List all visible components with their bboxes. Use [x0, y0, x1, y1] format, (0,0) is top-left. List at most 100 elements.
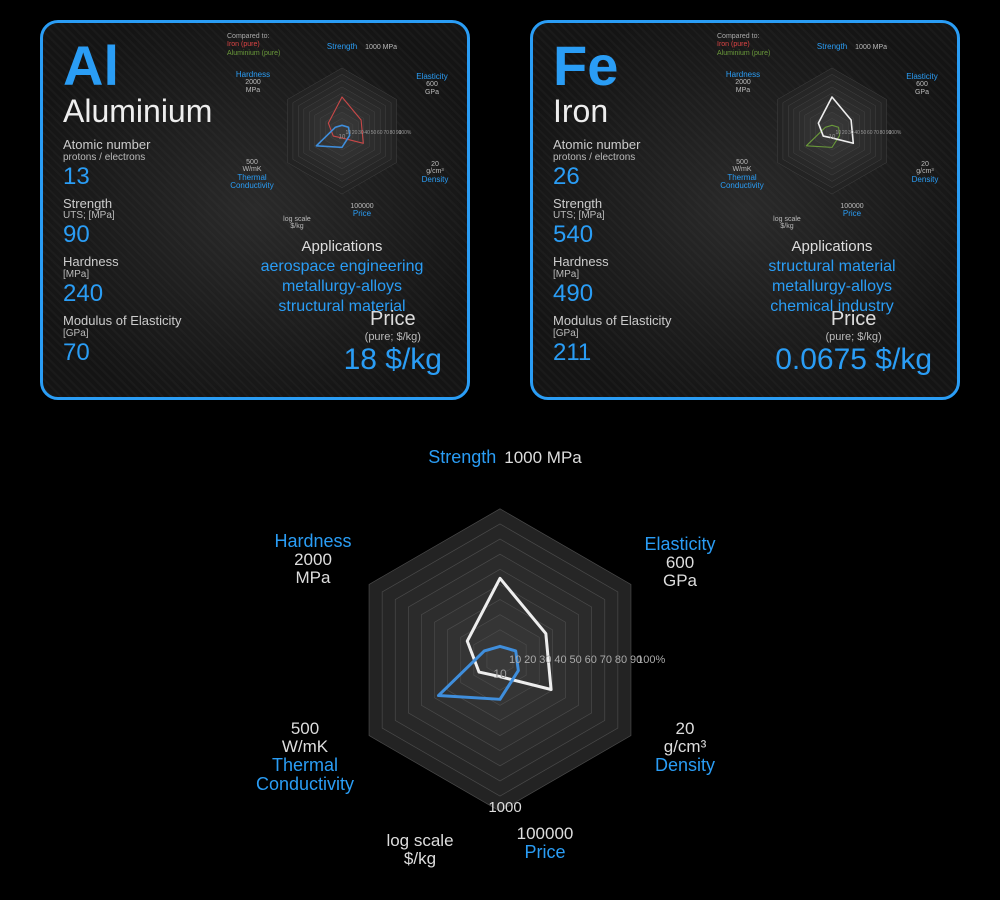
applications-heading: Applications [732, 238, 932, 255]
prop-label: Hardness [553, 255, 733, 269]
axis-label: Strength [327, 43, 357, 51]
chart-legend: Compared to: Iron (pure) Aluminium (pure… [227, 33, 280, 58]
axis-unit: 2000 MPa [223, 79, 283, 94]
axis-unit: 600 GPa [892, 81, 952, 96]
prop-label: Modulus of Elasticity [63, 314, 243, 328]
element-symbol: Al [63, 33, 119, 98]
axis-label: Hardness [713, 71, 773, 79]
axis-label: Elasticity [402, 73, 462, 81]
svg-text:70: 70 [873, 130, 879, 136]
card-aluminium: Al Aluminium Atomic number protons / ele… [40, 20, 470, 400]
prop-label: Atomic number [63, 138, 243, 152]
axis-label: Thermal Conductivity [707, 174, 777, 191]
svg-text:60: 60 [585, 654, 597, 666]
mini-radar-chart: Compared to: Iron (pure) Aluminium (pure… [707, 31, 947, 231]
axis-label: Strength [428, 448, 496, 467]
svg-text:60: 60 [867, 130, 873, 136]
axis-unit: 600 GPa [402, 81, 462, 96]
axis-label: Hardness [258, 532, 368, 551]
prop-sub: protons / electrons [63, 152, 243, 163]
application-item: metallurgy-alloys [242, 277, 442, 297]
prop-value: 211 [553, 339, 733, 367]
prop-value: 26 [553, 163, 733, 191]
svg-text:10: 10 [829, 135, 836, 141]
axis-unit: 1000 [465, 800, 545, 816]
chart-legend: Compared to: Iron (pure) Aluminium (pure… [717, 33, 770, 58]
applications-block: Applications aerospace engineering metal… [242, 238, 442, 317]
axis-unit: 2000 MPa [713, 79, 773, 94]
svg-text:10: 10 [836, 130, 842, 136]
axis-unit: 2000 MPa [258, 551, 368, 587]
prop-value: 540 [553, 221, 733, 249]
axis-unit: 20 g/cm³ [895, 161, 955, 176]
axis-unit: 500 W/mK [240, 720, 370, 756]
mini-radar-chart: Compared to: Iron (pure) Aluminium (pure… [217, 31, 457, 231]
prop-value: 13 [63, 163, 243, 191]
axis-unit: 1000 MPa [855, 44, 887, 51]
radar-svg: 102030405060708090100%10 [320, 480, 680, 840]
application-item: metallurgy-alloys [732, 277, 932, 297]
prop-sub: UTS; [MPa] [63, 210, 243, 221]
prop-sub: UTS; [MPa] [553, 210, 733, 221]
element-name: Iron [553, 93, 608, 130]
price-sub: (pure; $/kg) [344, 331, 442, 343]
radar-svg: 102030405060708090100%10 [267, 56, 417, 206]
axis-label: Price [480, 843, 610, 862]
svg-text:50: 50 [371, 130, 377, 136]
prop-label: Atomic number [553, 138, 733, 152]
svg-text:100%: 100% [889, 130, 902, 136]
prop-modulus: Modulus of Elasticity [GPa] 211 [553, 314, 733, 367]
axis-unit: 100000 [480, 825, 610, 843]
element-symbol: Fe [553, 33, 618, 98]
svg-text:50: 50 [569, 654, 581, 666]
svg-text:80: 80 [390, 130, 396, 136]
svg-text:20: 20 [524, 654, 536, 666]
axis-unit: 1000 MPa [365, 44, 397, 51]
axis-unit: 600 GPa [625, 554, 735, 590]
prop-value: 90 [63, 221, 243, 249]
axis-unit: 20 g/cm³ [630, 720, 740, 756]
prop-label: Modulus of Elasticity [553, 314, 733, 328]
prop-sub: protons / electrons [553, 152, 733, 163]
prop-strength: Strength UTS; [MPa] 540 [553, 197, 733, 250]
price-value: 0.0675 $/kg [775, 343, 932, 377]
axis-label: Thermal Conductivity [217, 174, 287, 191]
prop-atomic: Atomic number protons / electrons 13 [63, 138, 243, 191]
price-label: Price [344, 308, 442, 331]
prop-hardness: Hardness [MPa] 490 [553, 255, 733, 308]
svg-text:60: 60 [377, 130, 383, 136]
svg-text:10: 10 [339, 135, 346, 141]
axis-label: Density [630, 756, 740, 775]
axis-label: Hardness [223, 71, 283, 79]
svg-text:30: 30 [848, 130, 854, 136]
price-block: Price (pure; $/kg) 0.0675 $/kg [775, 308, 932, 377]
axis-label: Density [405, 176, 465, 184]
svg-text:30: 30 [539, 654, 551, 666]
svg-text:40: 40 [554, 654, 566, 666]
svg-text:100%: 100% [399, 130, 412, 136]
price-value: 18 $/kg [344, 343, 442, 377]
radar-svg: 102030405060708090100%10 [757, 56, 907, 206]
prop-value: 490 [553, 280, 733, 308]
prop-hardness: Hardness [MPa] 240 [63, 255, 243, 308]
axis-label: Thermal Conductivity [240, 756, 370, 794]
svg-text:20: 20 [352, 130, 358, 136]
element-name: Aluminium [63, 93, 212, 130]
legend-title: Compared to: [227, 33, 280, 41]
axis-unit: log scale $/kg [752, 216, 822, 231]
svg-text:20: 20 [842, 130, 848, 136]
prop-sub: [MPa] [553, 269, 733, 280]
prop-sub: [GPa] [553, 328, 733, 339]
prop-value: 70 [63, 339, 243, 367]
prop-atomic: Atomic number protons / electrons 26 [553, 138, 733, 191]
axis-unit: 1000 MPa [504, 449, 582, 467]
svg-text:40: 40 [854, 130, 860, 136]
axis-unit: 20 g/cm³ [405, 161, 465, 176]
svg-text:80: 80 [615, 654, 627, 666]
svg-text:100%: 100% [637, 654, 665, 666]
properties-list: Atomic number protons / electrons 26 Str… [553, 138, 733, 373]
prop-label: Hardness [63, 255, 243, 269]
prop-modulus: Modulus of Elasticity [GPa] 70 [63, 314, 243, 367]
legend-title: Compared to: [717, 33, 770, 41]
axis-unit: 500 W/mK [707, 159, 777, 174]
